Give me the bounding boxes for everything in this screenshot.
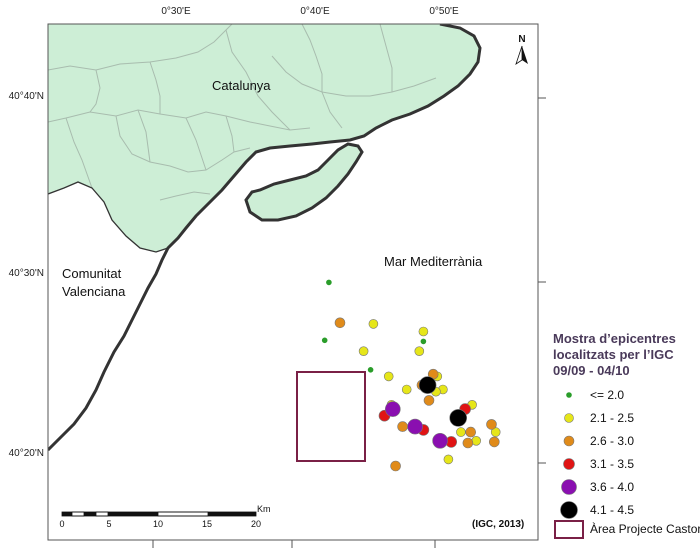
top-tick-label: 0°30'E	[161, 6, 191, 17]
border-line	[379, 24, 393, 92]
border-line	[225, 29, 291, 131]
epicenter-marker-2-6-3-0	[462, 437, 474, 449]
source-credit: (IGC, 2013)	[472, 519, 524, 530]
epicenter-marker-2-1-2-5	[443, 454, 454, 465]
epicenter-marker-2-6-3-0	[465, 426, 477, 438]
epicenter-marker-le-2-0	[326, 279, 332, 286]
scale-bar: Km 0 5 10 15 20	[59, 504, 270, 529]
epicenter-layer	[321, 279, 501, 472]
scale-label: 5	[106, 519, 111, 529]
legend-area-label: Àrea Projecte Castor	[590, 521, 700, 536]
coastline	[48, 24, 482, 452]
epicenter-marker-2-6-3-0	[334, 317, 346, 329]
epicenter-marker-2-1-2-5	[358, 346, 369, 357]
label-mar-mediterrania: Mar Mediterrània	[384, 254, 483, 269]
legend-label: 3.1 - 3.5	[590, 457, 634, 471]
scale-unit: Km	[257, 504, 271, 514]
north-arrow-label: N	[518, 34, 525, 45]
epicenter-marker-2-1-2-5	[401, 384, 412, 395]
border-line	[271, 55, 437, 97]
legend-label: 2.1 - 2.5	[590, 411, 634, 425]
regional-border	[48, 181, 169, 253]
epicenter-marker-2-1-2-5	[418, 326, 429, 337]
epicenter-marker-2-6-3-0	[486, 419, 497, 430]
legend-title-line: Mostra d’epicentres	[553, 331, 676, 346]
epicenter-marker-2-6-3-0	[397, 421, 408, 432]
border-line	[137, 109, 151, 163]
border-line	[185, 117, 207, 171]
label-valenciana: Valenciana	[62, 284, 126, 299]
castor-area-rect	[296, 371, 366, 462]
border-line	[65, 117, 93, 189]
epicenter-marker-2-1-2-5	[383, 371, 394, 382]
epicenter-marker-3-6-4-0	[384, 401, 401, 417]
legend-title-line: localitzats per l’IGC	[553, 347, 674, 362]
epicenter-marker-2-6-3-0	[488, 436, 500, 448]
epicenter-marker-2-1-2-5	[368, 319, 379, 329]
legend-swatch	[563, 458, 575, 470]
epicenter-marker-2-6-3-0	[423, 395, 435, 406]
epicenter-marker-le-2-0	[420, 338, 427, 345]
legend-swatch	[561, 479, 577, 495]
border-line	[89, 69, 101, 113]
map-body	[48, 24, 538, 540]
comarca-borders	[48, 24, 437, 201]
scale-label: 20	[251, 519, 261, 529]
delta-land	[244, 142, 364, 222]
legend-swatch	[564, 413, 574, 423]
top-tick-label: 0°40'E	[300, 6, 330, 17]
epicenter-marker-3-6-4-0	[432, 432, 448, 449]
epicenter-marker-2-6-3-0	[390, 460, 401, 472]
left-tick-label: 40°30'N	[9, 268, 44, 279]
border-line	[115, 115, 251, 173]
left-tick-label: 40°40'N	[9, 91, 44, 102]
north-arrow-icon: N	[515, 34, 528, 65]
border-line	[149, 61, 161, 114]
border-line	[321, 91, 343, 129]
epicenter-marker-le-2-0	[321, 337, 328, 344]
legend-swatch	[566, 392, 572, 398]
epicenter-marker-2-1-2-5	[414, 346, 425, 357]
border-line	[225, 115, 235, 153]
legend-title-line: 09/09 - 04/10	[553, 363, 630, 378]
epicenter-marker-2-1-2-5	[456, 427, 466, 437]
legend-label: 4.1 - 4.5	[590, 503, 634, 517]
legend-area-swatch	[554, 520, 584, 539]
legend-swatch	[563, 435, 575, 447]
label-comunitat: Comunitat	[62, 266, 122, 281]
label-catalunya: Catalunya	[212, 78, 271, 93]
left-tick-label: 40°20'N	[9, 448, 44, 459]
top-tick-label: 0°50'E	[429, 6, 459, 17]
border-line	[48, 24, 233, 71]
scale-label: 10	[153, 519, 163, 529]
legend-swatch	[560, 501, 578, 519]
legend: Mostra d’epicentres localitzats per l’IG…	[553, 331, 700, 539]
epicenter-marker-3-6-4-0	[407, 418, 423, 435]
scale-label: 15	[202, 519, 212, 529]
legend-label: 2.6 - 3.0	[590, 434, 634, 448]
border-line	[159, 191, 211, 201]
epicenter-marker-4-1-4-5	[418, 376, 437, 394]
epicenter-marker-4-1-4-5	[449, 409, 468, 427]
epicenter-marker-le-2-0	[367, 367, 374, 373]
legend-label: 3.6 - 4.0	[590, 480, 634, 494]
legend-label: <= 2.0	[590, 388, 624, 402]
border-line	[301, 24, 323, 92]
scale-label: 0	[59, 519, 64, 529]
legend-items: <= 2.0 2.1 - 2.5 2.6 - 3.0 3.1 - 3.5 3.6 - 4…	[560, 388, 634, 519]
